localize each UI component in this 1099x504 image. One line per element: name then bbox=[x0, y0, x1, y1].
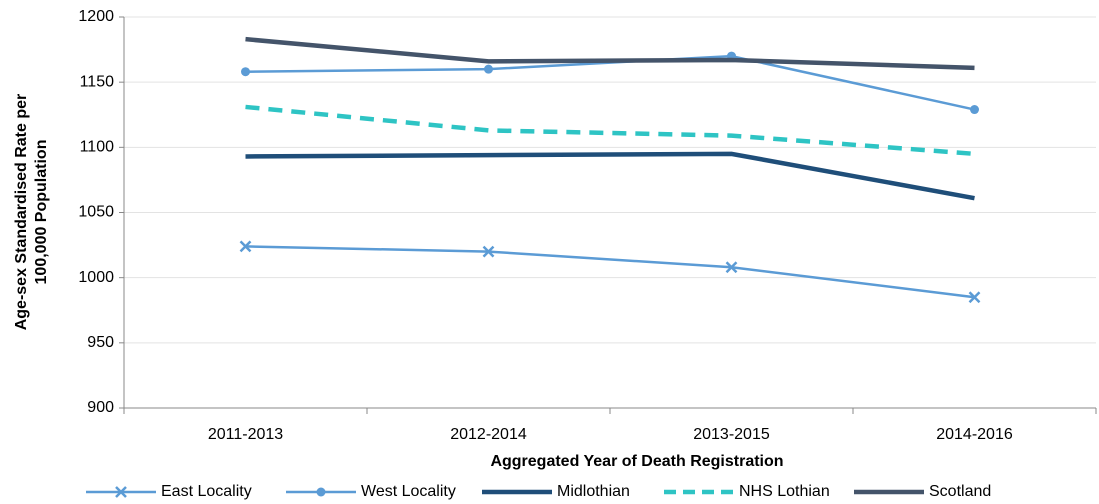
y-tick-label: 950 bbox=[87, 334, 114, 351]
x-tick-label: 2011-2013 bbox=[208, 426, 283, 443]
x-axis-title: Aggregated Year of Death Registration bbox=[490, 453, 783, 470]
legend-item: Midlothian bbox=[482, 483, 630, 500]
point-marker bbox=[239, 240, 252, 253]
y-tick-label: 1100 bbox=[80, 139, 115, 156]
series bbox=[245, 151, 975, 201]
x-tick-label: 2014-2016 bbox=[936, 426, 1013, 443]
legend-label: NHS Lothian bbox=[739, 483, 830, 500]
series bbox=[239, 240, 981, 304]
y-tick-label: 1050 bbox=[78, 204, 114, 221]
series bbox=[245, 104, 975, 157]
legend-item: West Locality bbox=[286, 483, 456, 500]
point-marker bbox=[241, 67, 250, 77]
x-tick-label: 2012-2014 bbox=[450, 426, 527, 443]
y-axis-title-line: Age-sex Standardised Rate per bbox=[13, 94, 30, 331]
series-line bbox=[245, 151, 975, 201]
series-line bbox=[245, 36, 975, 71]
series-line bbox=[245, 104, 975, 157]
point-marker bbox=[968, 291, 981, 304]
y-axis-title-line: 100,000 Population bbox=[33, 140, 50, 285]
series-line bbox=[245, 245, 975, 299]
x-tick-label: 2013-2015 bbox=[693, 426, 770, 443]
legend-label: West Locality bbox=[361, 483, 456, 500]
legend-item: Scotland bbox=[854, 483, 991, 500]
legend-marker bbox=[316, 487, 326, 497]
legend-item: NHS Lothian bbox=[664, 483, 830, 500]
legend-marker bbox=[115, 486, 127, 498]
legend-label: Midlothian bbox=[557, 483, 630, 500]
point-marker bbox=[725, 261, 738, 274]
point-marker bbox=[482, 245, 495, 258]
series bbox=[245, 36, 975, 71]
point-marker bbox=[970, 105, 979, 115]
y-axis-title: Age-sex Standardised Rate per 100,000 Po… bbox=[13, 94, 50, 331]
y-tick-label: 1000 bbox=[78, 269, 114, 286]
y-tick-label: 1200 bbox=[78, 8, 114, 25]
y-tick-label: 1150 bbox=[80, 73, 115, 90]
legend-label: Scotland bbox=[929, 483, 991, 500]
y-tick-label: 900 bbox=[87, 399, 114, 416]
point-marker bbox=[484, 64, 493, 74]
legend-item: East Locality bbox=[86, 483, 252, 500]
legend-label: East Locality bbox=[161, 483, 252, 500]
